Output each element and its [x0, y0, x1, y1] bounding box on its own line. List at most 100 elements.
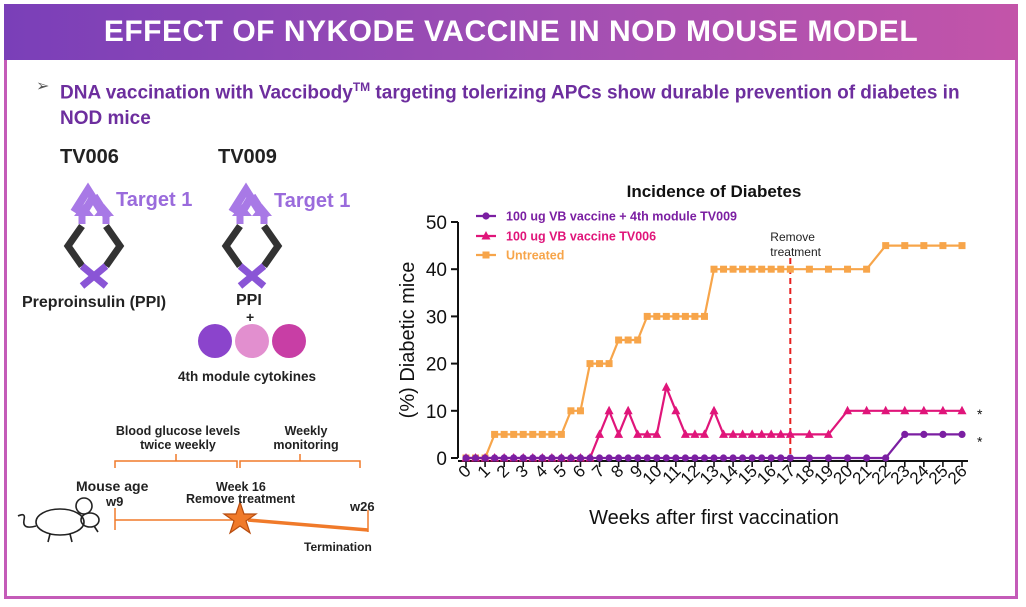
legend-label: 100 ug VB vaccine TV006: [506, 230, 656, 244]
untreated-point: [863, 265, 871, 273]
legend-marker: [482, 251, 490, 259]
timeline-graphic: [17, 454, 369, 543]
tv006-point: [595, 429, 605, 438]
legend-label: 100 ug VB vaccine + 4th module TV009: [506, 210, 737, 224]
untreated-point: [529, 430, 537, 438]
y-tick-label: 40: [426, 260, 447, 281]
untreated-point: [939, 242, 947, 250]
significance-star: *: [977, 406, 983, 422]
untreated-point: [691, 312, 699, 320]
tv009-point: [681, 454, 689, 462]
remove-treatment-annotation: treatment: [770, 245, 821, 259]
untreated-point: [624, 336, 632, 344]
tv009-vaccibody-icon: [221, 182, 283, 289]
untreated-point: [729, 265, 737, 273]
tv006-point: [738, 429, 748, 438]
tv006-point: [671, 405, 681, 415]
y-tick-label: 0: [436, 449, 447, 470]
tv009-point: [462, 454, 470, 462]
untreated-point: [500, 430, 508, 438]
y-tick-label: 10: [426, 402, 447, 423]
untreated-point: [805, 265, 813, 273]
tv006-point: [919, 405, 929, 415]
untreated-point: [901, 242, 909, 250]
series-line: [466, 244, 962, 460]
tv009-point: [882, 454, 890, 462]
tv006-point: [766, 429, 776, 438]
x-axis-label: Weeks after first vaccination: [589, 507, 839, 529]
tv009-point: [939, 430, 947, 438]
tv006-antigen-label: Preproinsulin (PPI): [22, 294, 167, 311]
cytokine-circle-2: [235, 324, 269, 358]
tv009-point: [595, 454, 604, 462]
tv006-point: [719, 429, 729, 438]
x-tick-label: 5: [550, 461, 570, 481]
untreated-point: [557, 430, 565, 438]
tv006-point: [776, 429, 786, 438]
tv006-point: [843, 405, 853, 415]
x-tick-label: 6: [569, 461, 589, 481]
weekly-monitoring-label: Weekly monitoring: [273, 424, 339, 452]
untreated-point: [548, 430, 556, 438]
untreated-point: [519, 430, 527, 438]
tv006-target-label: Target 1: [116, 189, 193, 211]
untreated-point: [510, 430, 518, 438]
y-tick-label: 30: [426, 307, 447, 328]
untreated-point: [710, 265, 718, 273]
tv009-point: [729, 454, 737, 462]
tv009-point: [605, 454, 613, 462]
untreated-point: [662, 312, 670, 320]
tv009-point: [576, 454, 585, 462]
x-tick-label: 0: [455, 461, 475, 481]
tv009-point: [567, 454, 575, 462]
tv009-point: [691, 454, 699, 462]
untreated-point: [739, 265, 747, 273]
untreated-point: [720, 265, 728, 273]
tv009-point: [538, 454, 546, 462]
cytokine-circle-1: [198, 324, 232, 358]
untreated-point: [672, 312, 680, 320]
tv009-point: [767, 454, 775, 462]
termination-label: Termination: [304, 540, 372, 554]
tv009-point: [672, 454, 680, 462]
tv009-point: [548, 454, 556, 462]
plus-sign: +: [246, 309, 255, 325]
tv009-point: [700, 454, 709, 462]
tv006-point: [623, 405, 633, 415]
untreated-point: [615, 336, 623, 344]
x-tick-label: 8: [607, 461, 627, 481]
tv009-target-label: Target 1: [274, 190, 351, 212]
untreated-point: [586, 360, 594, 368]
tv009-point: [643, 454, 651, 462]
tv006-point: [699, 429, 709, 438]
legend-label: Untreated: [506, 249, 564, 263]
week16-star-icon: [222, 500, 258, 535]
tv009-point: [653, 454, 661, 462]
remove-treatment-label: Remove treatment: [186, 492, 296, 506]
tv006-point: [804, 429, 814, 438]
w9-label: w9: [106, 494, 124, 509]
untreated-point: [576, 407, 584, 415]
tv009-point: [786, 454, 794, 462]
tv009-point: [500, 454, 508, 462]
tv009-point: [624, 454, 632, 462]
untreated-point: [653, 312, 661, 320]
untreated-point: [491, 430, 499, 438]
week16-label: Week 16: [216, 480, 266, 494]
y-tick-label: 20: [426, 355, 447, 376]
slide-title: EFFECT OF NYKODE VACCINE IN NOD MOUSE MO…: [4, 4, 1018, 60]
tv009-point: [843, 454, 852, 462]
significance-star: *: [977, 433, 983, 449]
series-line: [466, 383, 962, 460]
tv009-point: [529, 454, 537, 462]
untreated-point: [643, 312, 651, 320]
tv009-point: [901, 430, 909, 438]
tv006-point: [709, 405, 719, 415]
y-axis-label: (%) Diabetic mice: [397, 262, 419, 419]
tv009-point: [958, 430, 966, 438]
tv006-point: [728, 429, 738, 438]
x-tick-label: 3: [512, 461, 532, 481]
tv006-point: [747, 429, 757, 438]
tv009-point: [615, 454, 623, 462]
tv009-point: [710, 454, 718, 462]
